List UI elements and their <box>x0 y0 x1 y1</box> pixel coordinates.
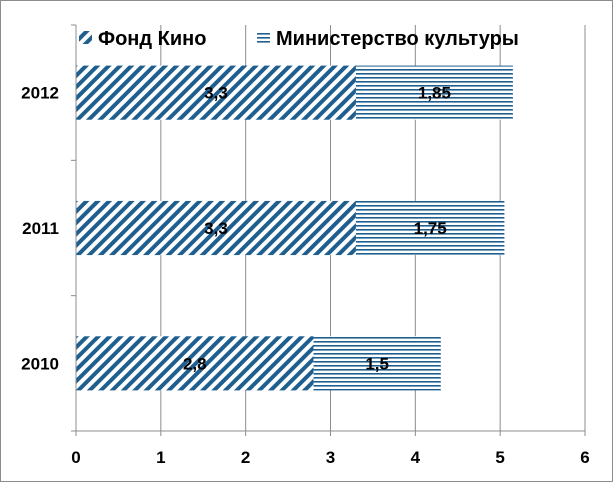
y-category-label: 2011 <box>22 219 59 238</box>
bar-segment <box>355 200 505 256</box>
legend-swatch <box>257 31 270 44</box>
x-tick-label: 5 <box>495 448 504 467</box>
legend-label: Фонд Кино <box>98 28 206 50</box>
bar-segment <box>76 65 356 120</box>
legend-label: Министерство культуры <box>276 28 519 50</box>
data-label: 1,75 <box>414 219 447 238</box>
bar-segment <box>76 336 314 391</box>
x-tick-label: 0 <box>71 448 80 467</box>
x-tick-label: 4 <box>411 448 421 467</box>
axes <box>71 24 586 436</box>
legend: Фонд Кино Министерство культуры <box>79 28 519 50</box>
x-tick-label: 1 <box>156 448 165 467</box>
data-label: 1,85 <box>418 84 451 103</box>
bar-segment <box>355 65 513 120</box>
x-tick-label: 6 <box>580 448 589 467</box>
data-label: 1,5 <box>365 354 389 373</box>
data-label: 3,3 <box>204 84 228 103</box>
bars <box>76 65 513 391</box>
labels: 0 1 2 3 4 5 6 2,8 1,5 2010 3,3 1,75 2011 3,3 1,85 2012 <box>21 84 590 467</box>
data-label: 2,8 <box>183 354 207 373</box>
bar-segment <box>76 200 356 256</box>
data-label: 3,3 <box>204 219 228 238</box>
y-category-label: 2010 <box>21 354 59 373</box>
legend-swatch <box>79 31 92 44</box>
x-tick-label: 3 <box>326 448 335 467</box>
bar-segment <box>313 336 441 391</box>
y-category-label: 2012 <box>21 84 59 103</box>
x-tick-label: 2 <box>241 448 250 467</box>
